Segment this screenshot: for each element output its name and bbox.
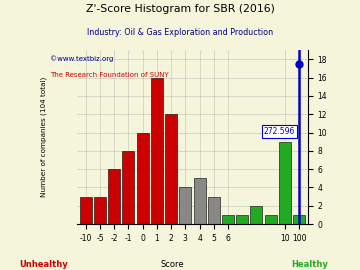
Bar [94,197,106,224]
Y-axis label: Number of companies (104 total): Number of companies (104 total) [40,77,47,197]
Bar [108,169,120,224]
Bar [251,206,262,224]
Bar [208,197,220,224]
Text: Score: Score [161,260,185,269]
Text: The Research Foundation of SUNY: The Research Foundation of SUNY [50,72,169,77]
Bar [179,187,192,224]
Bar [236,215,248,224]
Text: ©www.textbiz.org: ©www.textbiz.org [50,55,114,62]
Text: 272.596: 272.596 [264,127,295,136]
Bar [137,133,149,224]
Bar [194,178,206,224]
Bar [222,215,234,224]
Bar [151,77,163,224]
Bar [122,151,135,224]
Text: Unhealthy: Unhealthy [19,260,68,269]
Bar [279,142,291,224]
Text: Healthy: Healthy [291,260,328,269]
Bar [265,215,277,224]
Text: Z'-Score Histogram for SBR (2016): Z'-Score Histogram for SBR (2016) [86,4,274,14]
Bar [80,197,92,224]
Bar [293,215,305,224]
Bar [165,114,177,224]
Text: Industry: Oil & Gas Exploration and Production: Industry: Oil & Gas Exploration and Prod… [87,28,273,37]
